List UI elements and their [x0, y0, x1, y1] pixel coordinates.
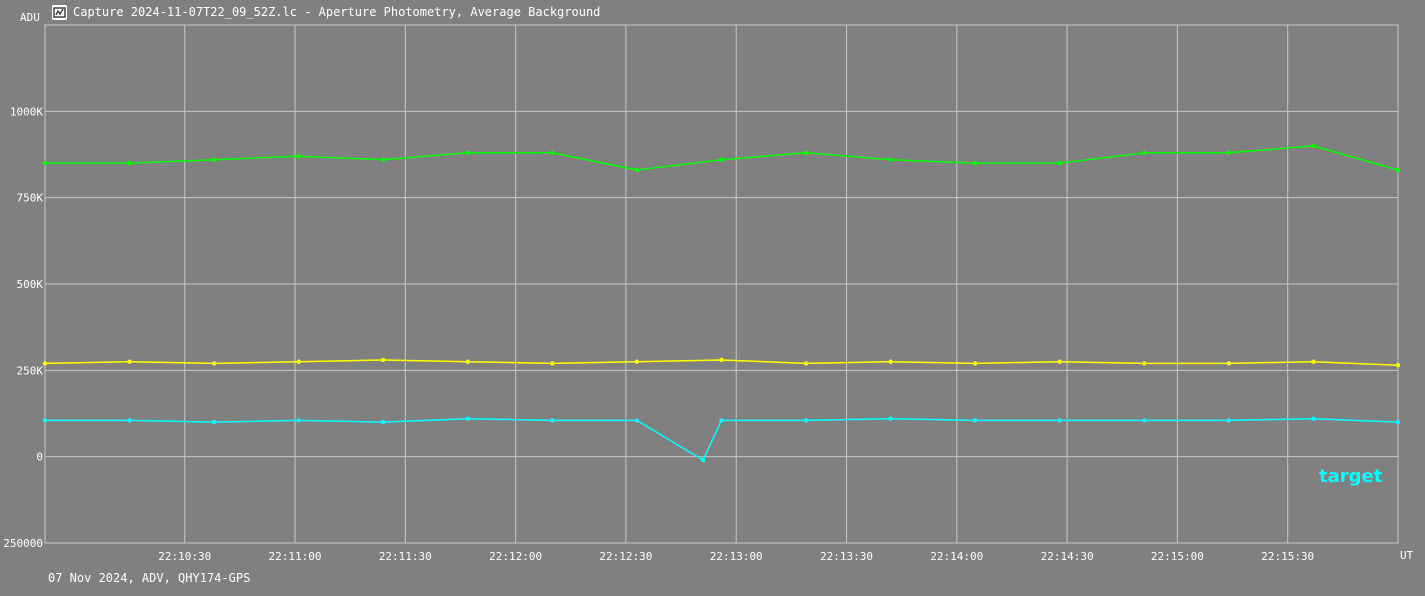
data-point: [719, 418, 724, 423]
data-point: [803, 418, 809, 423]
data-point: [550, 361, 555, 366]
data-point: [888, 359, 893, 364]
y-tick-label: 250000: [3, 537, 43, 550]
capture-info: 07 Nov 2024, ADV, QHY174-GPS: [48, 571, 251, 585]
y-tick-label: 250K: [17, 364, 44, 377]
x-tick-label: 22:15:00: [1151, 550, 1204, 563]
data-point: [296, 154, 301, 159]
series-layer: [42, 143, 1401, 463]
data-point: [634, 359, 640, 364]
data-point: [1395, 362, 1401, 368]
data-point: [42, 160, 48, 166]
y-tick-label: 750K: [17, 192, 44, 205]
data-point: [972, 160, 978, 166]
x-tick-label: 22:13:30: [820, 550, 873, 563]
series-0: [42, 143, 1401, 173]
data-point: [1311, 143, 1316, 149]
data-point: [550, 418, 555, 423]
data-point: [211, 157, 217, 162]
data-point: [1395, 419, 1401, 425]
data-point: [211, 419, 217, 425]
data-point: [1142, 150, 1147, 155]
series-label-target: target: [1319, 466, 1383, 487]
window-title: Capture 2024-11-07T22_09_52Z.lc - Apertu…: [73, 5, 601, 19]
data-point: [1226, 150, 1232, 155]
data-point: [1311, 416, 1316, 421]
y-tick-label: 1000K: [10, 105, 43, 118]
data-point: [296, 359, 301, 364]
data-point: [1226, 418, 1232, 423]
data-point: [127, 160, 132, 166]
x-tick-label: 22:11:00: [269, 550, 322, 563]
data-point: [634, 418, 640, 423]
data-point: [1311, 359, 1316, 364]
x-axis-label: UT: [1400, 549, 1414, 562]
data-point: [550, 150, 555, 155]
data-point: [465, 150, 471, 155]
x-tick-label: 22:10:30: [158, 550, 211, 563]
data-point: [127, 418, 132, 423]
data-point: [381, 157, 386, 162]
grid-lines: [45, 25, 1398, 544]
data-point: [1057, 160, 1062, 166]
x-tick-label: 22:14:30: [1041, 550, 1094, 563]
data-point: [42, 361, 48, 366]
x-tick-label: 22:14:00: [930, 550, 983, 563]
y-tick-label: 0: [36, 451, 43, 464]
data-point: [803, 361, 809, 366]
data-point: [803, 150, 809, 155]
data-point: [972, 361, 978, 366]
series-2: [42, 416, 1401, 463]
data-point: [634, 167, 640, 173]
data-point: [1395, 167, 1401, 173]
plot-area-border: [44, 24, 1399, 544]
x-tick-label: 22:12:30: [599, 550, 652, 563]
x-tick-label: 22:11:30: [379, 550, 432, 563]
data-point: [1226, 361, 1232, 366]
y-axis: 1000K 750K 500K 250K 0 250000: [3, 105, 43, 550]
data-point: [42, 418, 48, 423]
y-tick-label: 500K: [17, 278, 44, 291]
series-1: [42, 357, 1401, 368]
data-point: [465, 416, 471, 421]
window-title-bar: Capture 2024-11-07T22_09_52Z.lc - Apertu…: [52, 4, 600, 20]
data-point: [1142, 418, 1147, 423]
series-line: [45, 417, 1399, 462]
data-point: [1057, 359, 1062, 364]
plot-frame: [44, 24, 1399, 544]
x-tick-label: 22:13:00: [710, 550, 763, 563]
data-point: [888, 157, 893, 162]
data-point: [296, 418, 301, 423]
x-tick-label: 22:12:00: [489, 550, 542, 563]
data-point: [211, 361, 217, 366]
data-point: [1142, 361, 1147, 366]
y-axis-label: ADU: [20, 11, 40, 24]
x-tick-label: 22:15:30: [1261, 550, 1314, 563]
data-point: [465, 359, 471, 364]
data-point: [719, 357, 724, 363]
data-point: [719, 157, 724, 162]
x-axis: 22:10:30 22:11:00 22:11:30 22:12:00 22:12:30…: [158, 550, 1314, 563]
data-point: [381, 419, 386, 425]
data-point: [888, 416, 893, 421]
data-point: [127, 359, 132, 364]
data-point: [700, 457, 706, 463]
data-point: [381, 357, 386, 363]
data-point: [1057, 418, 1062, 423]
app-icon: [52, 4, 67, 20]
data-point: [972, 418, 978, 423]
